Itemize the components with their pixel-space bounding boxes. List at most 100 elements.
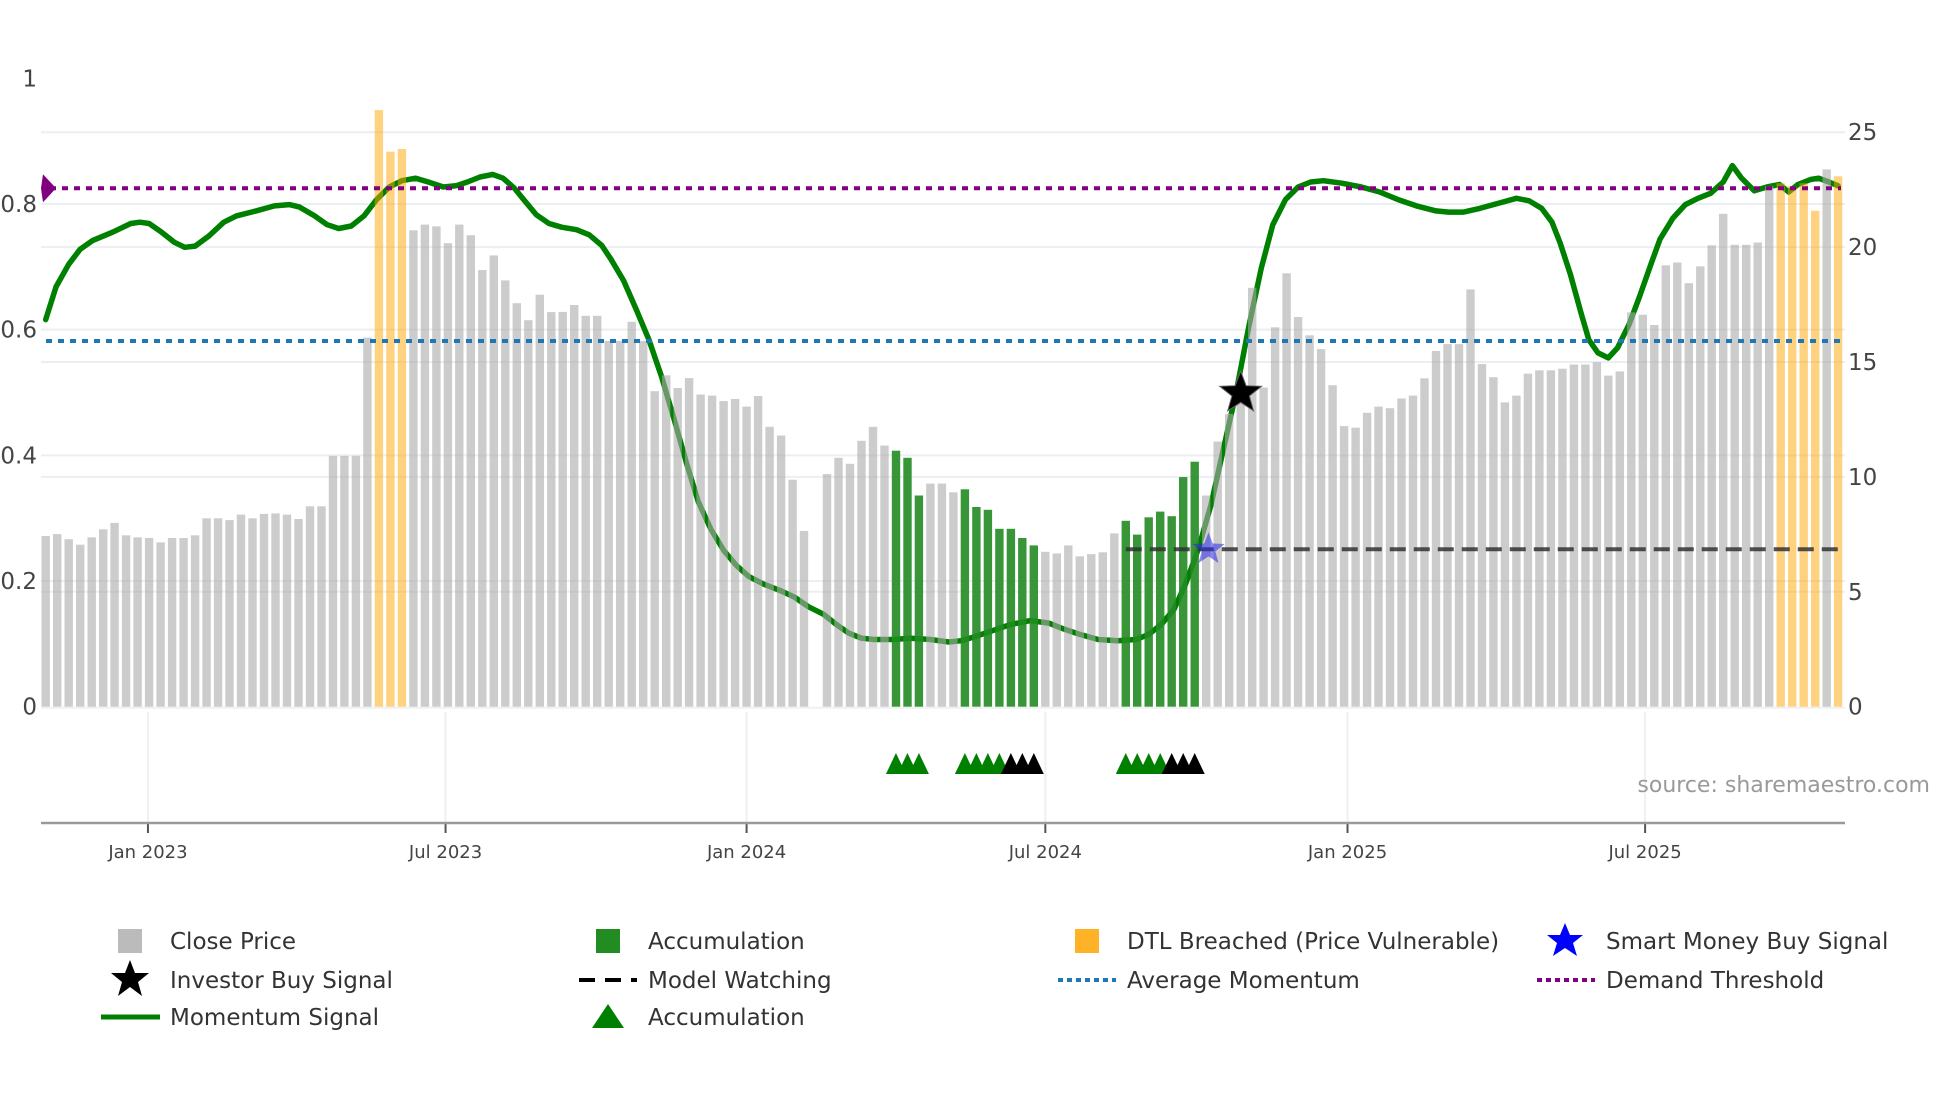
- close-price-bar: [1431, 351, 1441, 707]
- close-price-bar: [1052, 553, 1061, 707]
- accumulation-bar: [1029, 545, 1038, 707]
- close-price-bar: [213, 518, 223, 707]
- close-price-bar: [1362, 412, 1372, 707]
- close-price-bar: [1374, 406, 1383, 707]
- dtl-breached-bar: [1799, 183, 1808, 707]
- close-price-bar: [673, 388, 682, 707]
- legend-model-watching: Model Watching: [648, 968, 832, 994]
- close-price-bar: [949, 492, 958, 707]
- close-price-bar: [1466, 289, 1475, 707]
- close-price-bar: [776, 435, 786, 707]
- close-price-bar: [1615, 371, 1624, 707]
- signal-panel: [146, 712, 1647, 822]
- close-price-bar: [1753, 242, 1762, 707]
- close-price-bar: [1202, 495, 1211, 707]
- close-price-bar: [121, 535, 131, 707]
- close-price-bar: [340, 455, 349, 707]
- accumulation-bar: [1156, 511, 1165, 707]
- x-tick-label: Jan 2024: [706, 842, 786, 863]
- close-price-bar: [1661, 265, 1670, 707]
- accumulation-bar: [995, 528, 1004, 707]
- close-price-bar: [581, 315, 590, 707]
- accumulation-bar: [960, 489, 970, 707]
- dtl-breached-bar: [386, 151, 395, 707]
- x-tick-label: Jul 2024: [1008, 842, 1082, 863]
- close-price-bar: [1477, 364, 1487, 707]
- close-price-bar: [1454, 344, 1464, 707]
- close-price-bar: [1638, 314, 1647, 707]
- close-price-bar: [1558, 368, 1567, 707]
- close-price-bar: [328, 455, 338, 707]
- legend-accumulation-marker: Accumulation: [648, 1005, 805, 1031]
- left-tick-label: 0.8: [0, 192, 37, 218]
- accumulation-bar: [983, 509, 993, 707]
- right-tick-label: 15: [1848, 350, 1877, 376]
- close-price-bar: [639, 340, 648, 707]
- accumulation-bar: [891, 450, 901, 707]
- legend-close-price: Close Price: [170, 929, 296, 955]
- close-price-bar: [1110, 533, 1119, 707]
- close-price-bar: [880, 445, 889, 707]
- investor-buy-star-icon: [1218, 369, 1263, 413]
- close-price-bar: [1523, 373, 1533, 707]
- x-tick-label: Jan 2023: [107, 842, 187, 863]
- close-price-bar: [443, 243, 453, 707]
- accumulation-bar: [1179, 477, 1188, 707]
- close-price-bar: [1684, 283, 1693, 707]
- legend-average-momentum: Average Momentum: [1127, 968, 1360, 994]
- dtl-breached-bar: [397, 149, 407, 707]
- close-price-bar: [1236, 387, 1245, 707]
- close-price-bar: [409, 230, 418, 707]
- close-price-bar: [1500, 402, 1510, 707]
- close-price-bar: [294, 519, 303, 707]
- close-price-bar: [1719, 213, 1728, 707]
- close-price-bar: [110, 522, 119, 707]
- black-triangle-icon: [1023, 753, 1044, 774]
- close-price-bar: [1408, 395, 1418, 707]
- accumulation-bar: [1121, 520, 1130, 707]
- close-price-bar: [662, 375, 671, 707]
- close-price-bar: [271, 513, 280, 707]
- close-price-bar: [87, 537, 96, 707]
- close-price-bar: [363, 337, 372, 707]
- close-price-bar: [535, 294, 544, 707]
- close-price-bar: [719, 401, 728, 707]
- accumulation-bar: [1190, 461, 1199, 707]
- close-price-bar: [317, 506, 326, 707]
- legend-accumulation-bar: Accumulation: [648, 929, 805, 955]
- close-price-bar: [1397, 398, 1406, 707]
- close-price-bar: [547, 312, 556, 707]
- close-price-bar: [707, 395, 717, 707]
- close-price-bar: [1604, 375, 1613, 707]
- close-price-bar: [1087, 554, 1096, 707]
- close-price-bar: [76, 544, 85, 707]
- close-price-bar: [616, 340, 625, 707]
- close-price-bar: [179, 538, 188, 707]
- close-price-bar: [1213, 441, 1222, 707]
- close-price-bar: [822, 474, 832, 707]
- close-price-bar: [1270, 327, 1280, 707]
- dtl-breached-bar: [1788, 186, 1797, 707]
- close-price-bar: [202, 518, 211, 707]
- close-price-bar: [512, 303, 521, 707]
- legend-investor-buy: Investor Buy Signal: [170, 968, 393, 994]
- close-price-bar: [167, 538, 177, 707]
- gray-square-icon: [118, 929, 142, 953]
- close-price-bar: [1420, 378, 1429, 707]
- price-bars: [41, 110, 1843, 707]
- close-price-bar: [1765, 186, 1774, 707]
- close-price-bar: [144, 538, 154, 707]
- close-price-bar: [489, 255, 498, 707]
- close-price-bar: [133, 537, 142, 707]
- close-price-bar: [926, 483, 935, 707]
- close-price-bar: [1305, 335, 1314, 707]
- close-price-bar: [1569, 364, 1579, 707]
- accumulation-bar: [1167, 516, 1176, 707]
- close-price-bar: [593, 315, 602, 707]
- accumulation-bar: [914, 495, 924, 707]
- close-price-bar: [799, 530, 809, 707]
- legend-dtl-breached: DTL Breached (Price Vulnerable): [1127, 929, 1499, 955]
- close-price-bar: [742, 406, 751, 707]
- close-price-bar: [1098, 552, 1107, 707]
